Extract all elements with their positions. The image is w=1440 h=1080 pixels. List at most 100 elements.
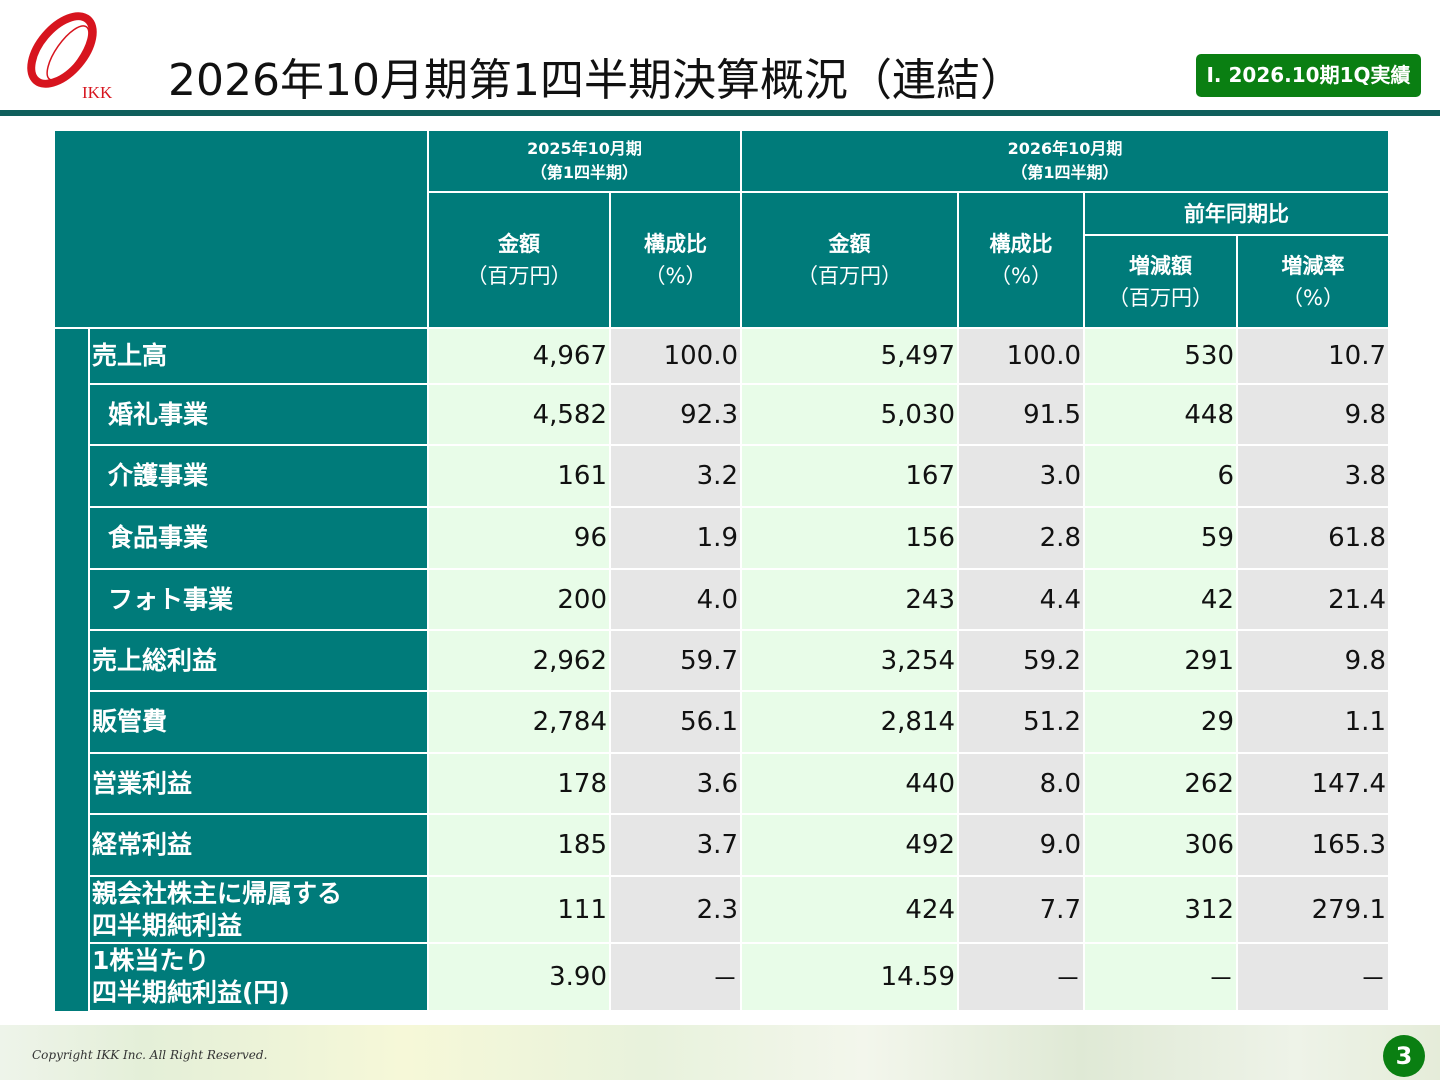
row-label: 親会社株主に帰属する 四半期純利益 — [88, 875, 429, 944]
value-cell: 3.2 — [609, 444, 742, 508]
row-label: 売上総利益 — [88, 629, 429, 692]
value-cell: 279.1 — [1236, 875, 1390, 944]
value-cell: 243 — [740, 568, 959, 631]
value-cell: 147.4 — [1236, 752, 1390, 815]
yoy-header: 前年同期比 — [1083, 191, 1390, 236]
value-cell: 3,254 — [740, 629, 959, 692]
row-indent-strip — [53, 445, 90, 507]
value-cell: 96 — [427, 506, 611, 570]
row-label: 介護事業 — [88, 444, 429, 508]
section-badge: Ⅰ. 2026.10期1Q実績 — [1196, 54, 1421, 97]
value-cell: － — [609, 942, 742, 1012]
value-cell: － — [1083, 942, 1238, 1012]
page-title: 2026年10月期第1四半期決算概況（連結） — [168, 55, 1024, 106]
col-amount-prev: 金額 （百万円） — [427, 191, 611, 329]
row-label: フォト事業 — [88, 568, 429, 631]
col-amount-curr: 金額 （百万円） — [740, 191, 959, 329]
value-cell: 5,497 — [740, 327, 959, 385]
value-cell: 10.7 — [1236, 327, 1390, 385]
value-cell: 200 — [427, 568, 611, 631]
value-cell: 9.0 — [957, 813, 1085, 877]
value-cell: 185 — [427, 813, 611, 877]
col-ratio-prev: 構成比 （%） — [609, 191, 742, 329]
value-cell: 61.8 — [1236, 506, 1390, 570]
value-cell: 3.0 — [957, 444, 1085, 508]
col-ratio-curr: 構成比 （%） — [957, 191, 1085, 329]
value-cell: 3.90 — [427, 942, 611, 1012]
table-row: 売上高 4,967 100.0 5,497 100.0 530 10.7 — [53, 327, 1390, 385]
row-indent-strip — [53, 691, 90, 753]
value-cell: 29 — [1083, 690, 1238, 754]
value-cell: 100.0 — [957, 327, 1085, 385]
value-cell: 59.2 — [957, 629, 1085, 692]
value-cell: 5,030 — [740, 383, 959, 446]
value-cell: 440 — [740, 752, 959, 815]
row-label: 食品事業 — [88, 506, 429, 570]
table-row: 食品事業 96 1.9 156 2.8 59 61.8 — [53, 506, 1390, 570]
ikk-logo: IKK — [27, 12, 113, 102]
value-cell: 91.5 — [957, 383, 1085, 446]
value-cell: 4.0 — [609, 568, 742, 631]
footer-background — [0, 1025, 1440, 1080]
col-rate: 増減率 （%） — [1236, 234, 1390, 329]
value-cell: 6 — [1083, 444, 1238, 508]
value-cell: 178 — [427, 752, 611, 815]
row-indent-strip — [53, 384, 90, 445]
value-cell: 4,967 — [427, 327, 611, 385]
value-cell: 3.6 — [609, 752, 742, 815]
period-curr-header: 2026年10月期 （第1四半期） — [740, 129, 1390, 193]
value-cell: 1.9 — [609, 506, 742, 570]
row-indent-strip — [53, 814, 90, 876]
row-label: 営業利益 — [88, 752, 429, 815]
period-prev-header: 2025年10月期 （第1四半期） — [427, 129, 742, 193]
table-row: 売上総利益 2,962 59.7 3,254 59.2 291 9.8 — [53, 629, 1390, 692]
value-cell: 59.7 — [609, 629, 742, 692]
table-row: フォト事業 200 4.0 243 4.4 42 21.4 — [53, 568, 1390, 631]
header-divider — [0, 110, 1440, 116]
value-cell: 59 — [1083, 506, 1238, 570]
row-indent-strip — [53, 569, 90, 630]
value-cell: － — [1236, 942, 1390, 1012]
value-cell: 9.8 — [1236, 629, 1390, 692]
financial-summary-table: 2025年10月期 （第1四半期） 2026年10月期 （第1四半期） 金額 （百万円… — [53, 129, 1390, 1012]
row-label: 婚礼事業 — [88, 383, 429, 446]
value-cell: 2.3 — [609, 875, 742, 944]
table-row: 販管費 2,784 56.1 2,814 51.2 29 1.1 — [53, 690, 1390, 754]
value-cell: － — [957, 942, 1085, 1012]
value-cell: 4,582 — [427, 383, 611, 446]
value-cell: 156 — [740, 506, 959, 570]
corner-header — [53, 129, 429, 329]
table-row: 婚礼事業 4,582 92.3 5,030 91.5 448 9.8 — [53, 383, 1390, 446]
row-indent-strip — [53, 507, 90, 569]
value-cell: 4.4 — [957, 568, 1085, 631]
row-label: 経常利益 — [88, 813, 429, 877]
value-cell: 100.0 — [609, 327, 742, 385]
value-cell: 1.1 — [1236, 690, 1390, 754]
row-indent-strip — [53, 630, 90, 691]
value-cell: 161 — [427, 444, 611, 508]
value-cell: 51.2 — [957, 690, 1085, 754]
row-label: 1株当たり 四半期純利益(円) — [88, 942, 429, 1012]
value-cell: 291 — [1083, 629, 1238, 692]
value-cell: 7.7 — [957, 875, 1085, 944]
value-cell: 448 — [1083, 383, 1238, 446]
value-cell: 42 — [1083, 568, 1238, 631]
value-cell: 14.59 — [740, 942, 959, 1012]
row-indent-strip — [53, 753, 90, 814]
row-indent-strip — [53, 328, 90, 384]
row-indent-strip — [53, 876, 90, 943]
value-cell: 530 — [1083, 327, 1238, 385]
value-cell: 165.3 — [1236, 813, 1390, 877]
value-cell: 492 — [740, 813, 959, 877]
value-cell: 2,962 — [427, 629, 611, 692]
value-cell: 2,814 — [740, 690, 959, 754]
value-cell: 312 — [1083, 875, 1238, 944]
table-row: 1株当たり 四半期純利益(円) 3.90 － 14.59 －－－ — [53, 942, 1390, 1012]
value-cell: 262 — [1083, 752, 1238, 815]
svg-text:IKK: IKK — [82, 83, 113, 102]
value-cell: 9.8 — [1236, 383, 1390, 446]
page-number: 3 — [1383, 1035, 1425, 1077]
value-cell: 2.8 — [957, 506, 1085, 570]
value-cell: 2,784 — [427, 690, 611, 754]
value-cell: 8.0 — [957, 752, 1085, 815]
